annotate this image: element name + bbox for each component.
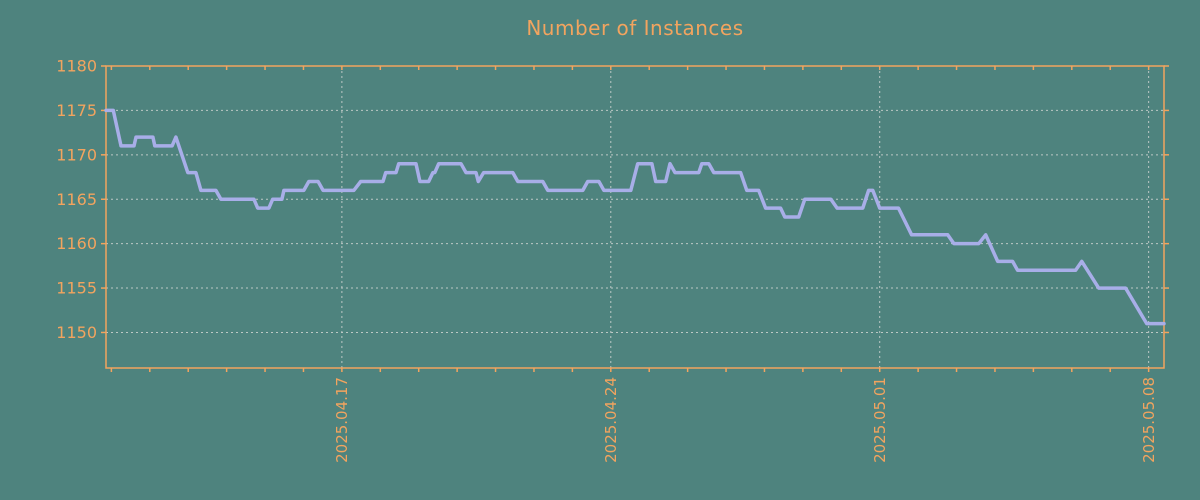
x-tick-label: 2025.05.01 — [871, 377, 889, 463]
y-tick-label: 1170 — [56, 145, 97, 164]
y-tick-label: 1150 — [56, 323, 97, 342]
x-tick-label: 2025.05.08 — [1140, 377, 1158, 463]
x-tick-label: 2025.04.17 — [333, 377, 351, 463]
instances-data-line — [104, 108, 1166, 326]
y-tick-label: 1175 — [56, 101, 97, 120]
plot-border — [105, 65, 1165, 369]
y-tick-label: 1155 — [56, 279, 97, 298]
y-tick-label: 1160 — [56, 234, 97, 253]
chart-title: Number of Instances — [526, 16, 744, 40]
y-tick-label: 1165 — [56, 190, 97, 209]
x-tick-label: 2025.04.24 — [602, 377, 620, 463]
y-tick-label: 1180 — [56, 57, 97, 76]
